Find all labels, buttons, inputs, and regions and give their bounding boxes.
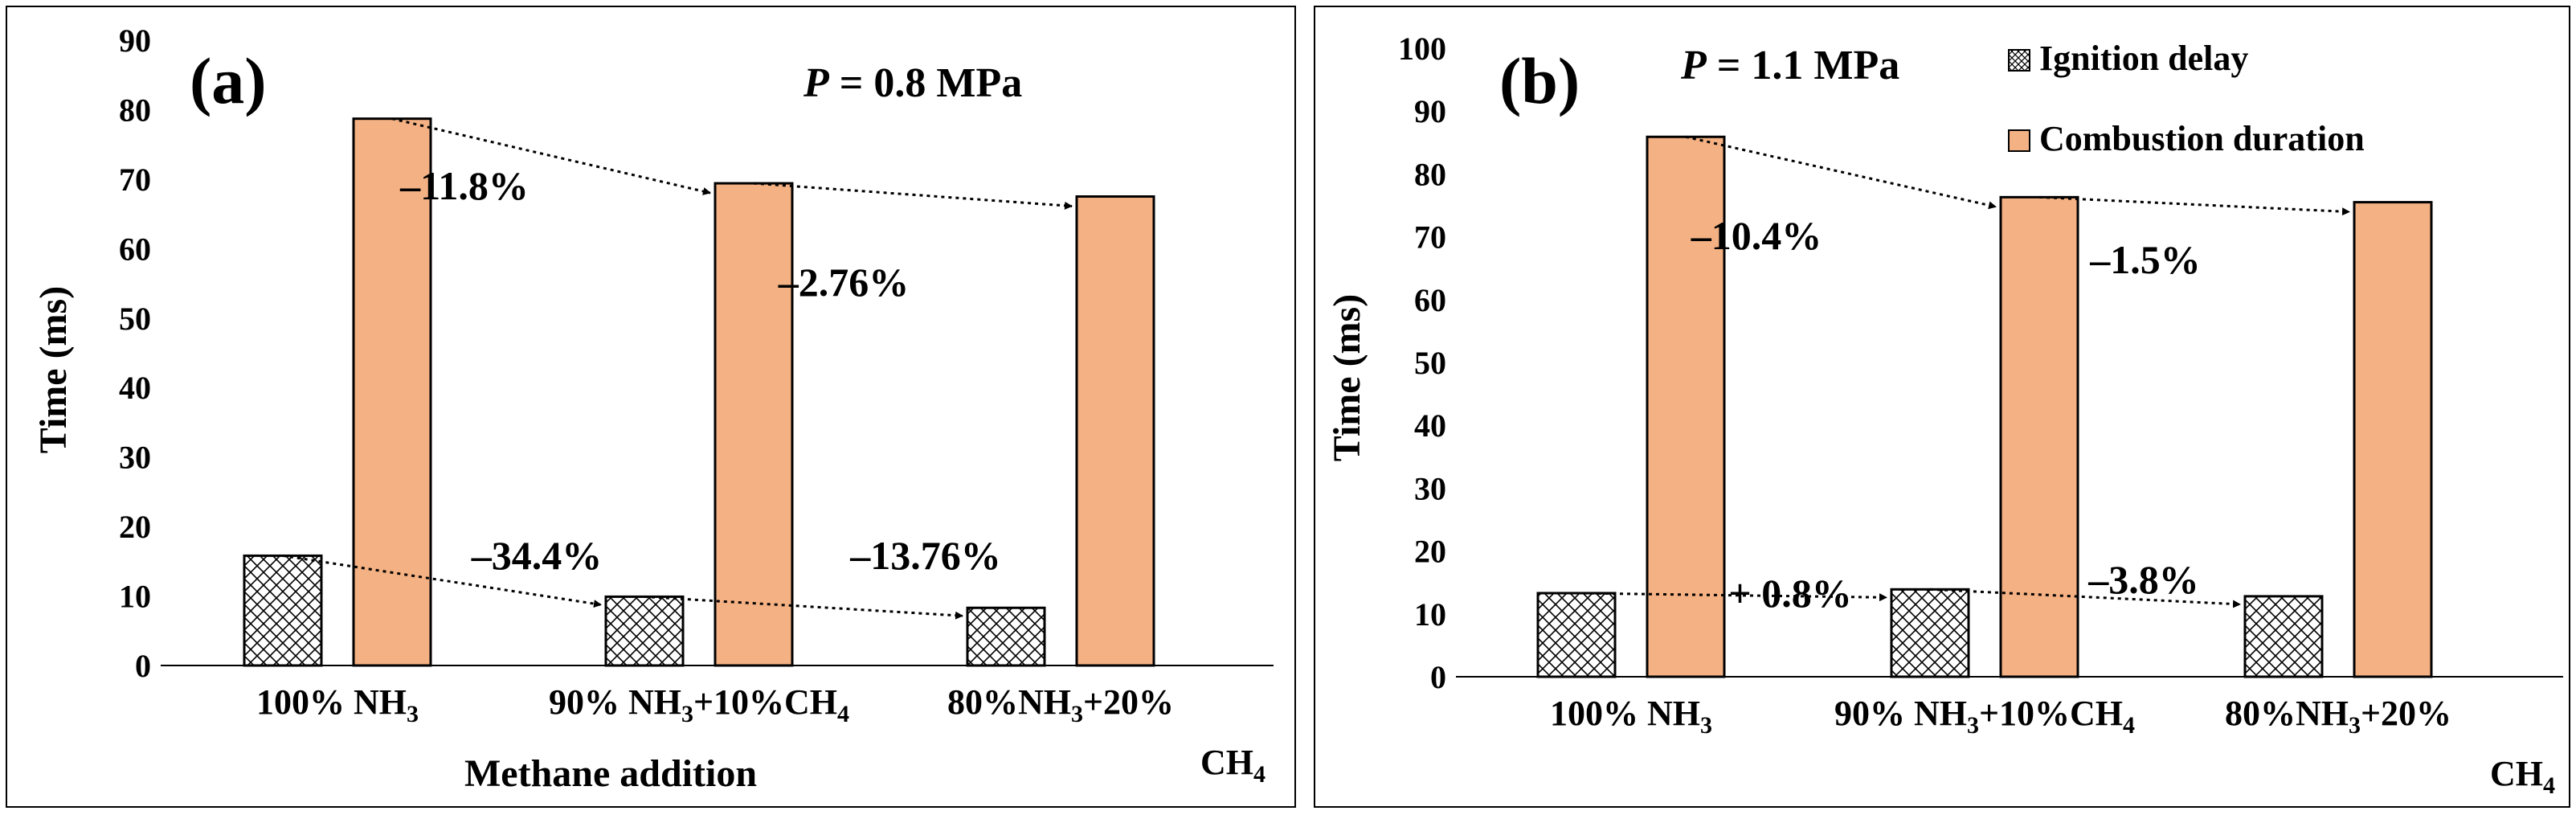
x-tick-label-line2-part-0: CH bbox=[1200, 743, 1253, 782]
y-tick-label: 100 bbox=[1398, 31, 1446, 67]
x-tick-label-part-2: +10%CH bbox=[1979, 694, 2123, 733]
y-tick-label: 90 bbox=[1414, 93, 1446, 129]
change-arrow bbox=[1685, 135, 1997, 210]
x-tick-label: 100% NH3 bbox=[1550, 694, 1712, 739]
panel-a-ylabel: Time (ms) bbox=[32, 286, 75, 453]
x-tick-label-line2: CH4 bbox=[1200, 743, 1266, 788]
x-tick-label-part-1: 3 bbox=[1700, 712, 1712, 739]
y-tick-label: 10 bbox=[119, 579, 151, 615]
change-arrow bbox=[1929, 588, 2241, 608]
y-tick-label: 90 bbox=[119, 23, 151, 59]
bar-combustion-duration bbox=[1646, 135, 1726, 678]
panel-a-label: (a) bbox=[190, 44, 267, 117]
x-tick-label-part-3: 4 bbox=[2123, 712, 2135, 739]
legend-ignition-label: Ignition delay bbox=[2039, 39, 2248, 78]
y-tick-label: 70 bbox=[1414, 219, 1446, 256]
x-tick-label-part-1: 3 bbox=[681, 701, 693, 727]
change-label: –13.76% bbox=[849, 533, 1001, 578]
y-tick-label: 50 bbox=[1414, 345, 1446, 381]
change-arrow bbox=[1576, 592, 1887, 602]
legend-ignition-swatch bbox=[2008, 49, 2030, 72]
x-tick-label-line2: CH4 bbox=[2490, 754, 2555, 799]
change-label: –11.8% bbox=[399, 163, 529, 208]
panel-a-condition-italic: P bbox=[803, 60, 830, 106]
y-tick-label: 60 bbox=[1414, 282, 1446, 318]
x-tick-label-part-0: 100% NH bbox=[1550, 694, 1700, 733]
legend-combustion-label: Combustion duration bbox=[2039, 119, 2365, 158]
x-tick-label-part-0: 80%NH bbox=[947, 682, 1071, 722]
x-tick-label-part-0: 90% NH bbox=[1834, 694, 1967, 733]
y-tick-label: 60 bbox=[119, 231, 151, 267]
bar-ignition-delay bbox=[243, 554, 323, 667]
panel-b-label: (b) bbox=[1499, 44, 1580, 117]
x-tick-label-part-0: 80%NH bbox=[2225, 694, 2349, 733]
x-tick-label-part-2: +20% bbox=[2361, 694, 2451, 733]
bar-ignition-delay bbox=[1536, 592, 1617, 678]
x-tick-label-part-0: 90% NH bbox=[549, 682, 681, 722]
panel-b-condition-rest: = 1.1 MPa bbox=[1707, 43, 1899, 88]
panel-b-ylabel: Time (ms) bbox=[1326, 294, 1368, 461]
y-tick-label: 40 bbox=[1414, 407, 1446, 444]
y-tick-label: 50 bbox=[119, 301, 151, 337]
x-tick-label: 80%NH3+20% bbox=[2225, 694, 2451, 739]
y-tick-label: 0 bbox=[1430, 659, 1446, 695]
y-tick-label: 80 bbox=[1414, 156, 1446, 192]
x-tick-label-part-1: 3 bbox=[1967, 712, 1979, 739]
change-arrow bbox=[282, 554, 602, 608]
change-label: –3.8% bbox=[2087, 557, 2199, 602]
bar-ignition-delay bbox=[604, 595, 685, 667]
x-tick-label-part-1: 3 bbox=[2349, 712, 2361, 739]
bar-combustion-duration bbox=[1999, 195, 2079, 678]
y-tick-label: 10 bbox=[1414, 596, 1446, 633]
change-arrow bbox=[2038, 195, 2350, 216]
panel-a: (a) P = 0.8 MPa Time (ms) Methane additi… bbox=[6, 6, 1296, 808]
x-tick-label-part-2: +10%CH bbox=[693, 682, 837, 722]
y-tick-label: 70 bbox=[119, 162, 151, 198]
change-arrow bbox=[753, 182, 1073, 210]
panel-a-condition: P = 0.8 MPa bbox=[803, 60, 1022, 106]
panel-a-xlabel: Methane addition bbox=[464, 752, 757, 795]
panel-b-condition: P = 1.1 MPa bbox=[1680, 43, 1899, 88]
change-label: + 0.8% bbox=[1728, 571, 1852, 616]
x-tick-label-line2-part-1: 4 bbox=[2543, 772, 2555, 799]
change-label: –1.5% bbox=[2089, 237, 2201, 282]
x-tick-label-line2-part-0: CH bbox=[2490, 754, 2543, 793]
bar-combustion-duration bbox=[1075, 195, 1155, 667]
panel-a-condition-rest: = 0.8 MPa bbox=[829, 60, 1022, 106]
panel-b: (b) P = 1.1 MPa Time (ms) 0 10 20 30 40 50 60 7… bbox=[1314, 6, 2570, 808]
x-tick-label-part-1: 3 bbox=[1071, 701, 1083, 727]
y-tick-label: 0 bbox=[135, 648, 151, 684]
x-tick-label: 90% NH3+10%CH4 bbox=[1834, 694, 2135, 739]
change-label: –10.4% bbox=[1691, 213, 1822, 258]
x-tick-label-part-1: 3 bbox=[407, 701, 419, 727]
bar-ignition-delay bbox=[966, 606, 1046, 667]
bar-combustion-duration bbox=[714, 182, 794, 667]
x-tick-label-part-0: 100% NH bbox=[256, 682, 407, 722]
change-label: –34.4% bbox=[471, 533, 603, 578]
change-label: –2.76% bbox=[778, 260, 910, 305]
legend-combustion-swatch bbox=[2008, 129, 2030, 152]
x-tick-label: 90% NH3+10%CH4 bbox=[549, 682, 849, 727]
y-tick-label: 30 bbox=[1414, 470, 1446, 506]
bar-ignition-delay bbox=[1890, 588, 1970, 678]
y-tick-label: 30 bbox=[119, 440, 151, 476]
x-tick-label: 80%NH3+20% bbox=[947, 682, 1174, 727]
y-tick-label: 40 bbox=[119, 370, 151, 406]
panel-b-legend: Ignition delay Combustion duration bbox=[2008, 39, 2365, 158]
x-tick-label-line2-part-1: 4 bbox=[1253, 761, 1266, 788]
x-tick-label-part-2: +20% bbox=[1083, 682, 1174, 722]
bar-combustion-duration bbox=[352, 117, 432, 667]
bar-ignition-delay bbox=[2243, 595, 2324, 678]
y-tick-label: 20 bbox=[119, 509, 151, 545]
change-arrow bbox=[644, 595, 963, 620]
panel-b-condition-italic: P bbox=[1680, 43, 1707, 88]
y-tick-label: 80 bbox=[119, 92, 151, 128]
x-tick-label-part-3: 4 bbox=[837, 701, 849, 727]
x-tick-label: 100% NH3 bbox=[256, 682, 419, 727]
bar-combustion-duration bbox=[2353, 201, 2433, 678]
y-tick-label: 20 bbox=[1414, 534, 1446, 570]
